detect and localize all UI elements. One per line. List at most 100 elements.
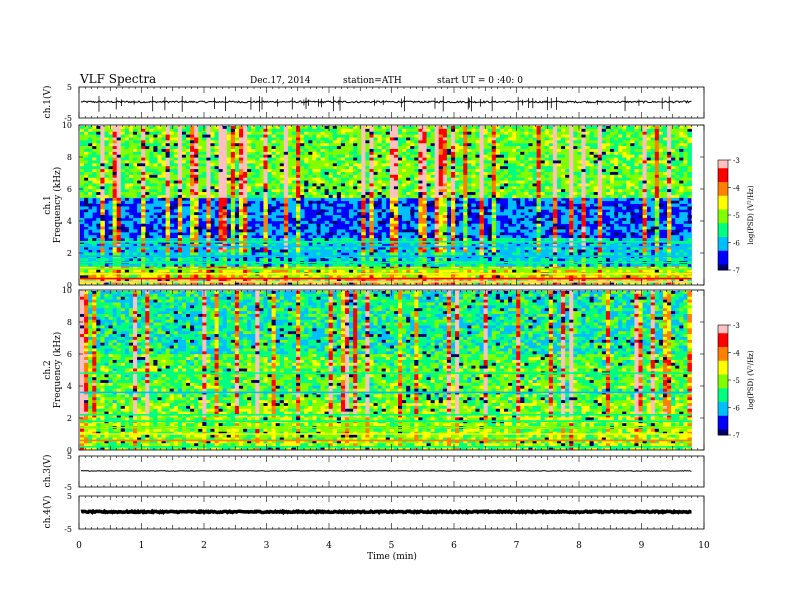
spectrogram-cell: [630, 131, 635, 136]
spectrogram-cell: [165, 126, 171, 130]
spectrogram-cell: [483, 192, 489, 196]
spectrogram-cell: [402, 137, 407, 141]
spectrogram-cell: [222, 192, 228, 196]
spectrogram-cell: [605, 140, 611, 144]
spectrogram-cell: [455, 212, 460, 216]
spectrogram-cell: [622, 194, 627, 199]
spectrogram-cell: [157, 131, 162, 136]
spectrogram-cell: [296, 223, 301, 227]
spectrogram-cell: [234, 203, 240, 207]
spectrogram-cell: [491, 160, 497, 164]
spectrogram-cell: [120, 209, 126, 213]
spectrogram-cell: [683, 215, 688, 219]
spectrogram-cell: [92, 148, 97, 153]
spectrogram-cell: [418, 192, 423, 196]
spectrogram-cell: [120, 131, 126, 136]
spectrogram-cell: [532, 157, 537, 161]
spectrogram-cell: [389, 189, 395, 193]
spectrogram-cell: [120, 226, 126, 230]
spectrogram-cell: [442, 140, 448, 144]
spectrogram-cell: [247, 151, 252, 156]
spectrogram-cell: [340, 128, 346, 133]
spectrogram-cell: [357, 197, 362, 202]
spectrogram-cell: [88, 126, 93, 130]
spectrogram-cell: [279, 206, 285, 210]
spectrogram-cell: [487, 226, 493, 230]
spectrogram-cell: [202, 128, 207, 133]
spectrogram-cell: [418, 220, 423, 225]
spectrogram-cell: [499, 212, 505, 216]
spectrogram-cell: [426, 192, 431, 196]
spectrogram-cell: [491, 140, 497, 144]
spectrogram-cell: [479, 189, 484, 193]
spectrogram-cell: [618, 171, 623, 176]
spectrogram-cell: [520, 177, 525, 181]
spectrogram-cell: [597, 229, 603, 233]
spectrogram-cell: [222, 189, 228, 193]
spectrogram-cell: [173, 151, 179, 156]
spectrogram-cell: [161, 166, 167, 170]
spectrogram-cell: [630, 220, 635, 225]
spectrogram-cell: [646, 163, 652, 167]
spectrogram-cell: [667, 177, 672, 181]
spectrogram-cell: [128, 151, 134, 156]
spectrogram-cell: [218, 206, 224, 210]
spectrogram-cell: [214, 171, 220, 176]
spectrogram-cell: [181, 177, 187, 181]
spectrogram-cell: [185, 166, 191, 170]
spectrogram-cell: [438, 186, 444, 190]
spectrogram-cell: [434, 171, 440, 176]
spectrogram-cell: [336, 151, 342, 156]
spectrogram-cell: [638, 171, 643, 176]
spectrogram-cell: [642, 229, 648, 233]
spectrogram-cell: [190, 174, 195, 179]
spectrogram-cell: [561, 217, 566, 222]
spectrogram-cell: [569, 146, 574, 150]
spectrogram-cell: [218, 157, 224, 161]
spectrogram-cell: [153, 128, 158, 133]
spectrogram-cell: [161, 206, 167, 210]
spectrogram-cell: [646, 137, 652, 141]
spectrogram-cell: [287, 146, 293, 150]
spectrogram-cell: [104, 177, 109, 181]
spectrogram-cell: [287, 183, 293, 187]
spectrogram-cell: [442, 226, 448, 230]
spectrogram-cell: [618, 146, 623, 150]
spectrogram-cell: [581, 226, 586, 230]
spectrogram-cell: [430, 160, 436, 164]
spectrogram-cell: [581, 171, 586, 176]
spectrogram-cell: [336, 126, 342, 130]
spectrogram-cell: [561, 215, 566, 219]
spectrogram-cell: [316, 183, 321, 187]
spectrogram-cell: [573, 217, 578, 222]
spectrogram-cell: [145, 128, 150, 133]
spectrogram-cell: [569, 209, 574, 213]
spectrogram-cell: [226, 189, 232, 193]
spectrogram-cell: [332, 183, 338, 187]
spectrogram-cell: [430, 134, 436, 138]
spectrogram-cell: [658, 160, 664, 164]
spectrogram-cell: [92, 192, 97, 196]
spectrogram-cell: [296, 128, 301, 133]
spectrogram-cell: [467, 128, 472, 133]
spectrogram-cell: [463, 209, 468, 213]
spectrogram-cell: [173, 197, 179, 202]
spectrogram-cell: [300, 146, 305, 150]
spectrogram-cell: [120, 169, 126, 173]
spectrogram-cell: [336, 171, 342, 176]
spectrogram-cell: [190, 223, 195, 227]
spectrogram-cell: [532, 143, 537, 147]
spectrogram-cell: [516, 192, 521, 196]
spectrogram-cell: [556, 140, 562, 144]
spectrogram-cell: [202, 232, 207, 236]
spectrogram-cell: [194, 223, 199, 227]
spectrogram-cell: [422, 183, 427, 187]
spectrogram-cell: [161, 126, 167, 130]
spectrogram-cell: [687, 192, 692, 196]
date-label: Dec.17, 2014: [250, 76, 311, 86]
spectrogram-cell: [650, 200, 656, 204]
spectrogram-cell: [552, 180, 558, 184]
spectrogram-cell: [230, 192, 236, 196]
spectrogram-cell: [173, 177, 179, 181]
spectrogram-cell: [471, 194, 476, 199]
